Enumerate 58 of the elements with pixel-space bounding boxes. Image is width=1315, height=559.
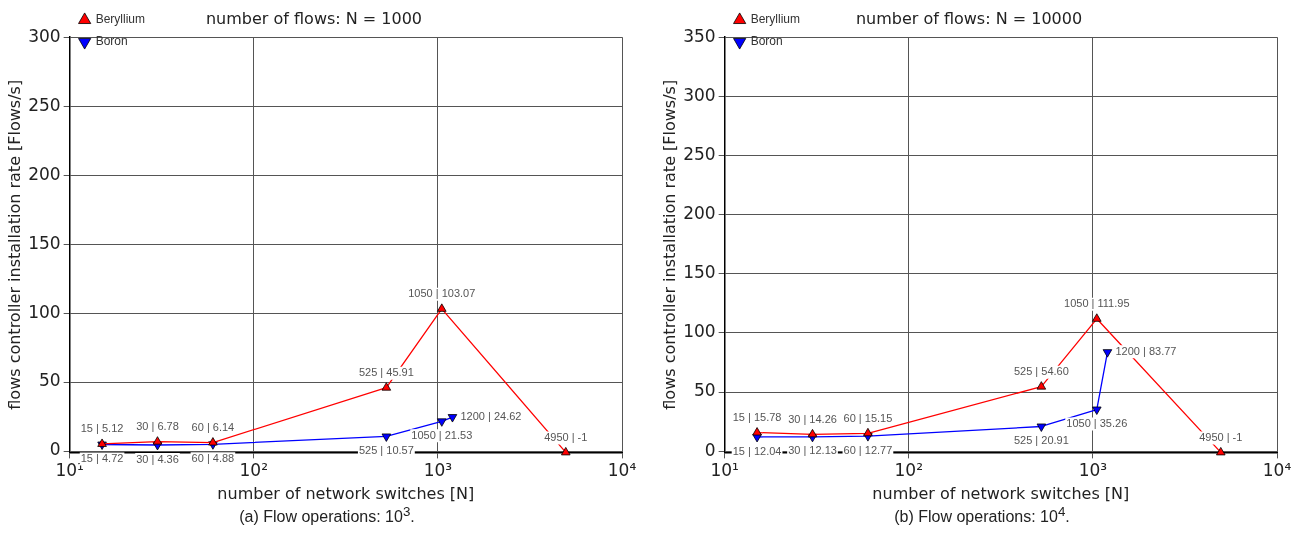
x-tick-label: 10³ (423, 460, 453, 481)
data-label: 60 | 15.15 (843, 411, 893, 424)
x-tick-label: 10¹ (710, 460, 739, 481)
y-tick-label: 200 (28, 163, 61, 184)
y-tick-label: 50 (39, 370, 61, 391)
y-tick-label: 250 (28, 94, 61, 115)
x-tick-label: 10² (894, 460, 923, 481)
data-label: 15 | 15.78 (732, 411, 782, 424)
data-label: 30 | 4.36 (136, 452, 179, 465)
data-label: 525 | 45.91 (358, 366, 414, 379)
data-label: 4950 | -1 (1199, 430, 1243, 443)
data-label: 1050 | 111.95 (1064, 297, 1130, 310)
y-tick-label: 300 (683, 84, 716, 105)
x-tick-label: 10⁴ (1262, 460, 1292, 481)
data-label: 1050 | 103.07 (408, 287, 476, 300)
x-axis-title: number of network switches [N] (217, 483, 475, 503)
data-label: 30 | 12.13 (788, 444, 837, 457)
y-tick-label: 150 (28, 232, 61, 253)
data-label: 60 | 4.88 (191, 451, 235, 464)
y-axis-title: flows controller installation rate [Flows/s] (4, 79, 24, 410)
x-tick-label: 10³ (1078, 460, 1108, 481)
chart-title: number of flows: N = 1000 (205, 8, 423, 28)
legend-label: Boron (750, 34, 783, 49)
data-label: 1200 | 83.77 (1115, 345, 1177, 358)
data-label: 60 | 6.14 (191, 421, 235, 434)
y-tick-label: 200 (683, 203, 716, 224)
data-label: 15 | 5.12 (80, 422, 124, 435)
x-tick-label: 10⁴ (607, 460, 637, 481)
data-label: 60 | 12.77 (843, 443, 893, 456)
legend-label: Beryllium (750, 12, 800, 27)
y-tick-label: 350 (683, 25, 716, 46)
chart-title: number of flows: N = 10000 (855, 8, 1083, 28)
data-label: 4950 | -1 (544, 430, 588, 443)
data-label: 15 | 12.04 (732, 444, 782, 457)
data-label: 1200 | 24.62 (460, 410, 522, 423)
y-tick-label: 0 (49, 439, 61, 460)
y-tick-label: 50 (694, 380, 716, 401)
data-label: 525 | 54.60 (1013, 365, 1069, 378)
y-tick-label: 100 (28, 301, 61, 322)
legend-label: Beryllium (95, 12, 145, 27)
y-tick-label: 300 (28, 25, 61, 46)
y-tick-label: 0 (704, 439, 716, 460)
text: (a) Flow operations: 10$^{3}$. (238, 504, 416, 527)
text: (b) Flow operations: 10$^{4}$. (893, 504, 1071, 527)
legend-label: Boron (95, 34, 128, 49)
data-label: 1050 | 35.26 (1066, 417, 1128, 430)
x-axis-title: number of network switches [N] (872, 483, 1130, 503)
data-label: 525 | 10.57 (358, 443, 414, 456)
x-tick-label: 10² (239, 460, 268, 481)
y-tick-label: 100 (683, 321, 716, 342)
data-label: 30 | 14.26 (788, 412, 837, 425)
y-tick-label: 250 (683, 143, 716, 164)
data-label: 30 | 6.78 (136, 420, 179, 433)
y-tick-label: 150 (683, 262, 716, 283)
y-axis-title: flows controller installation rate [Flows/s] (659, 79, 679, 410)
data-label: 15 | 4.72 (80, 452, 124, 465)
data-label: 525 | 20.91 (1013, 434, 1069, 447)
data-label: 1050 | 21.53 (411, 428, 473, 441)
